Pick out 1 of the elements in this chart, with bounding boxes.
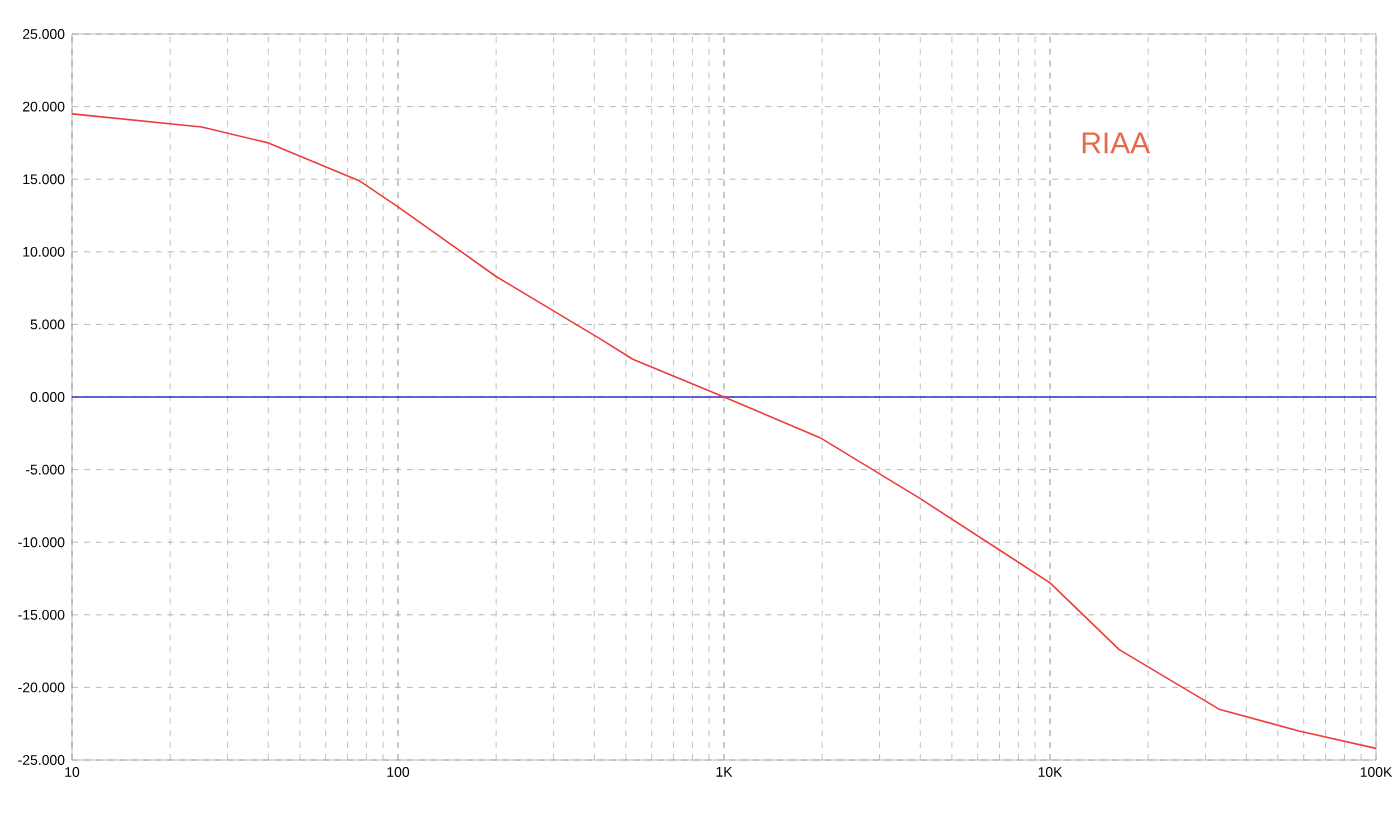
annotation: RIAA: [1082, 132, 1151, 154]
